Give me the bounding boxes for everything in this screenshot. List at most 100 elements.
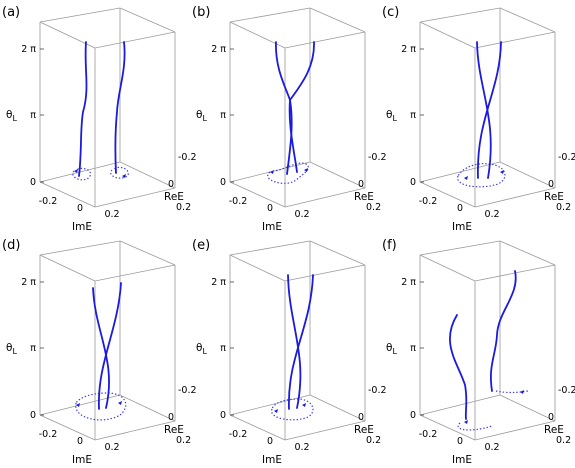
box-edge <box>40 8 120 22</box>
box-edge <box>95 421 175 440</box>
loop-arrow <box>76 403 80 407</box>
y-tick-label: 0 <box>358 179 364 190</box>
z-tick-label: 0 <box>220 410 226 421</box>
box-edge <box>120 162 175 188</box>
panel-label: (a) <box>2 5 20 20</box>
x-tick-label: 0.2 <box>104 209 119 220</box>
x-tick-label: 0 <box>77 203 83 214</box>
y-tick-label: 0 <box>358 412 364 423</box>
box-edge <box>475 421 555 440</box>
x-tick-label: 0.2 <box>294 209 309 220</box>
loop-arrow <box>302 403 306 407</box>
box-edge <box>475 188 555 207</box>
z-axis-label: θL <box>386 342 397 356</box>
z-axis-label-sub: L <box>202 114 207 123</box>
z-tick-label: 2 π <box>21 44 36 55</box>
box-edge <box>420 162 500 182</box>
loop-arrow <box>118 401 122 405</box>
x-tick-label: 0 <box>77 436 83 447</box>
y-tick-label: 0.2 <box>556 435 571 446</box>
z-axis-label: θL <box>6 342 17 356</box>
box-edge <box>310 395 365 421</box>
box-edge <box>230 8 310 22</box>
z-tick-label: 0 <box>220 177 226 188</box>
z-axis-label: θL <box>196 109 207 123</box>
x-axis-label: ImE <box>452 454 472 466</box>
loop-arrow <box>304 168 308 172</box>
box-edge <box>230 255 285 281</box>
x-tick-label: -0.2 <box>39 196 58 207</box>
z-tick-label: 2 π <box>21 277 36 288</box>
box-edge <box>420 22 475 48</box>
z-tick-label: 0 <box>410 410 416 421</box>
box-edge <box>285 32 365 48</box>
z-tick-label: π <box>410 110 416 121</box>
base-loop <box>111 167 129 178</box>
box-edge <box>120 241 175 265</box>
x-axis-label: ImE <box>72 454 92 466</box>
x-tick-label: -0.2 <box>419 196 438 207</box>
x-tick-label: 0.2 <box>294 442 309 453</box>
y-tick-label: 0.2 <box>556 202 571 213</box>
y-axis-label: ReE <box>164 191 184 203</box>
box-edge <box>420 8 500 22</box>
z-tick-label: 2 π <box>211 277 226 288</box>
z-tick-label: 2 π <box>401 44 416 55</box>
x-tick-label: 0 <box>267 203 273 214</box>
x-tick-label: -0.2 <box>229 196 248 207</box>
box-edge <box>310 8 365 32</box>
y-axis-label: ReE <box>544 424 564 436</box>
z-axis-label-sub: L <box>12 114 17 123</box>
z-axis-label: θL <box>386 109 397 123</box>
box-edge <box>230 241 310 255</box>
x-tick-label: 0 <box>267 436 273 447</box>
loop-arrow <box>464 176 468 180</box>
z-tick-label: 2 π <box>401 277 416 288</box>
x-tick-label: -0.2 <box>39 429 58 440</box>
eigen-curve <box>450 315 466 419</box>
box-edge <box>500 8 555 32</box>
box-edge <box>95 188 175 207</box>
box-edge <box>95 265 175 281</box>
x-axis-label: ImE <box>262 454 282 466</box>
box-edge <box>420 395 500 415</box>
y-tick-label: 0.2 <box>366 202 381 213</box>
x-tick-label: 0 <box>457 203 463 214</box>
y-tick-label: -0.2 <box>178 385 197 396</box>
box-edge <box>310 241 365 265</box>
panel-label: (e) <box>192 238 210 253</box>
x-axis-label: ImE <box>262 221 282 233</box>
y-axis-label: ReE <box>354 191 374 203</box>
x-axis-label: ImE <box>452 221 472 233</box>
eigen-curve <box>491 271 516 391</box>
panel-e: (e)2 ππ0θL-0.200.2ImE-0.200.2ReE <box>192 238 387 466</box>
box-edge <box>500 395 555 421</box>
loop-arrow <box>464 420 468 424</box>
box-edge <box>95 32 175 48</box>
eigen-curve <box>99 283 121 409</box>
panel-b: (b)2 ππ0θL-0.200.2ImE-0.200.2ReE <box>192 5 387 233</box>
x-tick-label: 0.2 <box>484 209 499 220</box>
panel-label: (d) <box>2 238 20 253</box>
y-tick-label: -0.2 <box>368 385 387 396</box>
x-tick-label: 0.2 <box>484 442 499 453</box>
box-edge <box>285 188 365 207</box>
box-edge <box>500 162 555 188</box>
panel-label: (f) <box>382 238 397 253</box>
box-edge <box>40 241 120 255</box>
box-edge <box>310 162 365 188</box>
x-tick-label: -0.2 <box>229 429 248 440</box>
y-tick-label: -0.2 <box>368 152 387 163</box>
z-axis-label-sub: L <box>12 347 17 356</box>
z-tick-label: 2 π <box>211 44 226 55</box>
z-axis-label-sub: L <box>202 347 207 356</box>
loop-arrow <box>274 409 278 413</box>
x-axis-label: ImE <box>72 221 92 233</box>
z-axis-label: θL <box>6 109 17 123</box>
z-axis-label-sub: L <box>392 114 397 123</box>
